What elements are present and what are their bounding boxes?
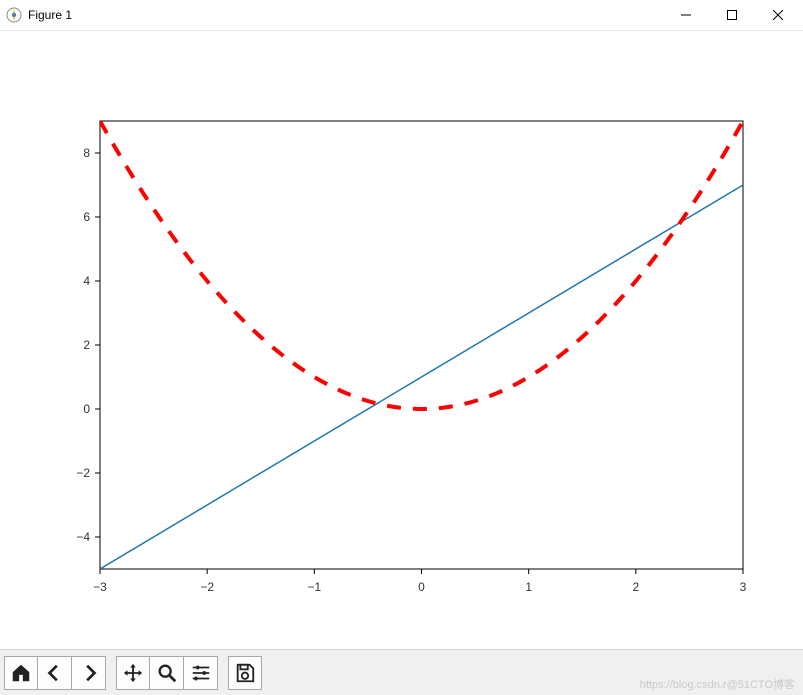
window-title: Figure 1 <box>28 8 72 22</box>
app-icon <box>6 7 22 23</box>
save-button[interactable] <box>228 656 262 690</box>
figure-window: Figure 1 −3 −2 −1 0 1 2 3 −4 −2 0 2 4 6 8 <box>0 0 803 695</box>
pan-button[interactable] <box>116 656 150 690</box>
svg-text:−2: −2 <box>200 580 214 594</box>
watermark: https://blog.csdn.r@51CTO博客 <box>640 676 795 692</box>
svg-text:0: 0 <box>83 402 90 416</box>
titlebar: Figure 1 <box>0 0 803 31</box>
home-button[interactable] <box>4 656 38 690</box>
navigation-toolbar: https://blog.csdn.r@51CTO博客 <box>0 649 803 695</box>
svg-text:2: 2 <box>83 338 90 352</box>
svg-text:6: 6 <box>83 210 90 224</box>
svg-text:−2: −2 <box>76 466 90 480</box>
configure-subplots-button[interactable] <box>184 656 218 690</box>
close-button[interactable] <box>755 0 801 30</box>
back-button[interactable] <box>38 656 72 690</box>
save-icon <box>234 662 256 684</box>
forward-icon <box>78 662 100 684</box>
forward-button[interactable] <box>72 656 106 690</box>
minimize-button[interactable] <box>663 0 709 30</box>
back-icon <box>44 662 66 684</box>
svg-text:2: 2 <box>632 580 639 594</box>
svg-text:−1: −1 <box>307 580 321 594</box>
move-icon <box>122 662 144 684</box>
plot-area: −3 −2 −1 0 1 2 3 −4 −2 0 2 4 6 8 <box>0 31 803 649</box>
home-icon <box>10 662 32 684</box>
svg-text:3: 3 <box>740 580 747 594</box>
zoom-icon <box>156 662 178 684</box>
sliders-icon <box>190 662 212 684</box>
svg-text:8: 8 <box>83 146 90 160</box>
zoom-button[interactable] <box>150 656 184 690</box>
svg-text:−3: −3 <box>93 580 107 594</box>
svg-text:0: 0 <box>418 580 425 594</box>
maximize-button[interactable] <box>709 0 755 30</box>
plot-canvas[interactable]: −3 −2 −1 0 1 2 3 −4 −2 0 2 4 6 8 <box>0 31 803 649</box>
svg-text:1: 1 <box>525 580 532 594</box>
svg-text:4: 4 <box>83 274 90 288</box>
svg-text:−4: −4 <box>76 530 90 544</box>
